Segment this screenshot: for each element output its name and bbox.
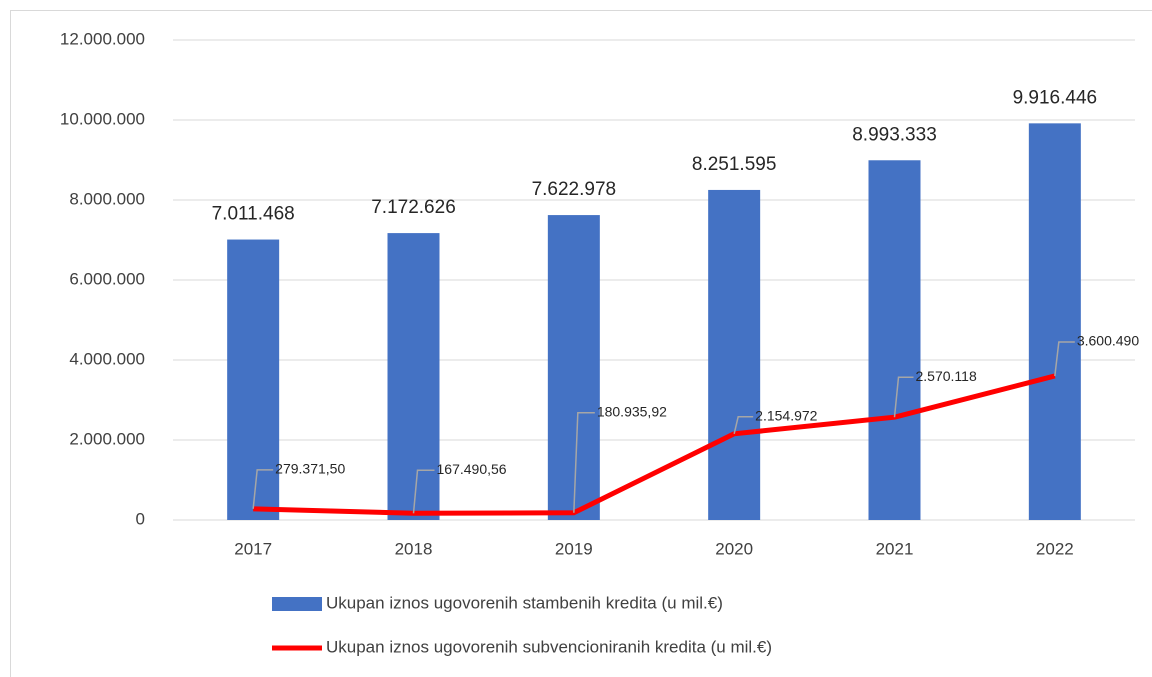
line-value-label: 279.371,50	[275, 461, 345, 477]
line-value-label: 180.935,92	[597, 403, 667, 419]
bar-value-label: 7.172.626	[371, 197, 456, 218]
bar	[708, 189, 761, 520]
leader-line	[1054, 341, 1075, 377]
x-tick-label: 2020	[715, 539, 753, 558]
line-value-label: 2.570.118	[916, 368, 977, 384]
bar-value-label: 7.622.978	[532, 179, 617, 200]
y-tick-label: 6.000.000	[69, 269, 145, 288]
x-tick-label: 2019	[555, 539, 593, 558]
y-tick-label: 4.000.000	[69, 349, 145, 368]
legend-label: Ukupan iznos ugovorenih subvencioniranih…	[326, 637, 772, 656]
bar	[227, 239, 280, 521]
y-tick-label: 10.000.000	[60, 109, 145, 128]
y-tick-label: 12.000.000	[60, 29, 145, 48]
leader-line	[893, 376, 914, 418]
x-tick-label: 2021	[876, 539, 914, 558]
bar-value-label: 8.993.333	[852, 124, 937, 145]
bar	[1028, 123, 1081, 520]
legend-label: Ukupan iznos ugovorenih stambenih kredit…	[326, 593, 723, 612]
bar-value-label: 7.011.468	[212, 204, 295, 225]
bar-value-label: 8.251.595	[692, 154, 777, 175]
leader-line	[252, 469, 274, 509]
x-tick-label: 2018	[395, 539, 433, 558]
line-series	[253, 373, 1056, 516]
y-tick-label: 2.000.000	[69, 429, 145, 448]
line-value-label: 167.490,56	[437, 461, 507, 477]
leader-line	[733, 416, 754, 434]
leader-line	[573, 412, 595, 513]
bar	[387, 233, 440, 520]
bar	[547, 215, 600, 521]
y-tick-label: 8.000.000	[69, 189, 145, 208]
line-value-label: 2.154.972	[755, 408, 817, 424]
y-tick-label: 0	[136, 509, 145, 528]
bar-value-label: 9.916.446	[1013, 87, 1098, 108]
bar	[868, 160, 921, 521]
legend-swatch	[272, 597, 322, 611]
leader-line	[412, 469, 435, 514]
x-tick-label: 2022	[1036, 539, 1074, 558]
x-tick-label: 2017	[234, 539, 272, 558]
line-value-label: 3.600.490	[1077, 333, 1139, 349]
